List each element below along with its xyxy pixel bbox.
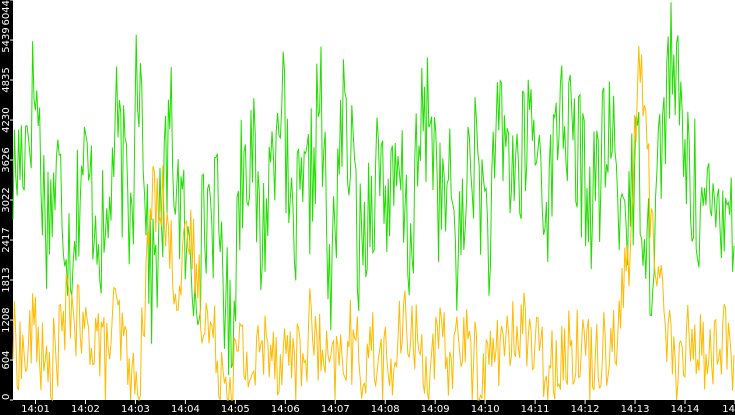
x-tick-label: 14:12 <box>571 404 600 415</box>
x-tick-label: 14:03 <box>121 404 150 415</box>
x-tick-label: 14:04 <box>171 404 200 415</box>
y-tick-label: 1208 <box>1 307 12 332</box>
x-tick-label: 14:08 <box>371 404 400 415</box>
y-tick-label: 4230 <box>1 107 12 132</box>
x-tick-label: 14:05 <box>221 404 250 415</box>
y-tick-label: 604 <box>1 350 12 369</box>
y-tick-label: 3626 <box>1 147 12 172</box>
x-tick-label: 14:02 <box>71 404 100 415</box>
y-tick-label: 3022 <box>1 187 12 212</box>
y-axis: 0 604 1208 1813 2417 3022 3626 4230 4835 5439 6044 <box>1 0 13 401</box>
x-tick-label: 14:14 <box>671 404 700 415</box>
x-tick-label: 14:10 <box>471 404 500 415</box>
y-tick-label: 6044 <box>1 0 12 25</box>
y-tick-label: 4835 <box>1 67 12 92</box>
y-tick-label: 0 <box>1 394 12 400</box>
x-tick-label: 14:09 <box>421 404 450 415</box>
x-tick-label: 14:13 <box>621 404 650 415</box>
x-tick-label: 14:11 <box>521 404 550 415</box>
y-tick-label: 1813 <box>1 267 12 292</box>
series-layer <box>12 2 735 402</box>
x-axis: 14:01 14:02 14:03 14:04 14:05 14:06 14:07 14:08… <box>21 400 735 415</box>
y-tick-label: 5439 <box>1 27 12 52</box>
series-line-2 <box>12 45 735 402</box>
x-tick-label: 14:07 <box>321 404 350 415</box>
x-tick-label: 14:06 <box>271 404 300 415</box>
y-tick-label: 2417 <box>1 227 12 252</box>
x-tick-label: 14:01 <box>21 404 50 415</box>
x-tick-label: 14 <box>722 404 735 415</box>
series-line-1 <box>12 2 735 376</box>
